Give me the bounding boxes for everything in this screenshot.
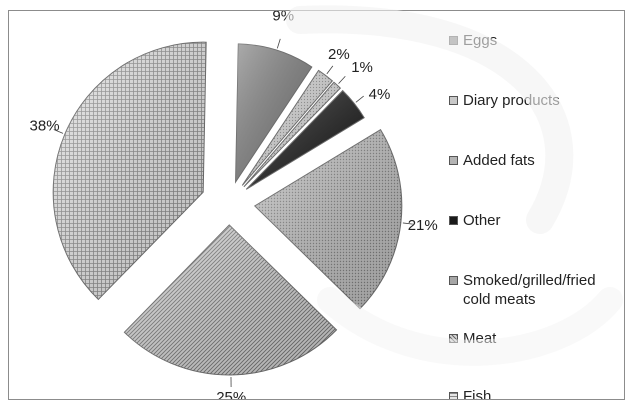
leader-line	[338, 76, 346, 84]
legend-item-eggs: Eggs	[449, 31, 624, 50]
pie-slice-fish	[52, 41, 207, 301]
data-label-other: 4%	[369, 86, 391, 103]
leader-line	[326, 65, 334, 75]
legend-label: Meat	[463, 330, 497, 347]
data-label-fish: 38%	[30, 118, 60, 135]
legend-label: Fish	[463, 388, 492, 400]
legend-swatch	[449, 216, 458, 225]
legend-item-other: Other	[449, 211, 624, 230]
data-label-meat: 25%	[216, 389, 246, 400]
chart-frame: 9% 2% 1% 4% 21% 25% 38% Eggs Diary products Adde…	[8, 10, 625, 400]
legend-item-meat: Meat	[449, 329, 624, 348]
data-label-smoked-grilled-fried-cold-meats: 21%	[408, 217, 438, 234]
legend-swatch	[449, 36, 458, 45]
legend-swatch	[449, 334, 458, 343]
leader-line	[53, 129, 64, 134]
pie-slice-meat	[123, 224, 338, 376]
legend-swatch	[449, 392, 458, 399]
legend-swatch	[449, 156, 458, 165]
data-label-eggs: 9%	[272, 11, 294, 24]
legend-item-fish: Fish	[449, 387, 624, 400]
legend-label: Eggs	[463, 32, 498, 49]
data-label-added-fats: 1%	[351, 59, 373, 76]
legend-swatch	[449, 276, 458, 285]
legend-label: Smoked/grilled/fried cold meats	[463, 272, 596, 308]
leader-line	[276, 38, 281, 49]
legend-item-smoked-grilled-fried-cold-meats: Smoked/grilled/fried cold meats	[449, 271, 624, 309]
legend-label: Diary products	[463, 92, 560, 109]
legend-label: Other	[463, 212, 501, 229]
data-label-diary-products: 2%	[328, 46, 350, 63]
legend-swatch	[449, 96, 458, 105]
leader-line	[355, 95, 364, 103]
legend-label: Added fats	[463, 152, 535, 169]
legend-item-added-fats: Added fats	[449, 151, 624, 170]
legend-item-diary-products: Diary products	[449, 91, 624, 110]
